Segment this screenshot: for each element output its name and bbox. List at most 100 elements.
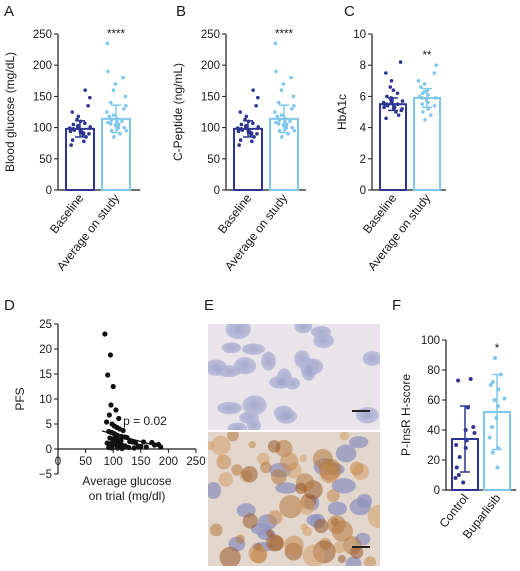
data-point [395,91,400,96]
y-tick-label: 0 [360,185,366,197]
data-point [463,428,468,432]
brown-stain [235,534,245,544]
data-point [111,88,116,92]
panel-letter-c: C [344,3,355,20]
y-tick-label: 0 [214,185,220,197]
brown-stain [299,454,307,463]
data-point [495,446,500,450]
data-point [391,103,396,108]
brown-stain [284,535,304,555]
cell-nucleus [331,478,356,494]
data-point [83,88,87,92]
y-tick-label: 200 [201,60,220,72]
data-point [421,110,425,114]
data-point [284,122,289,127]
brown-stain [298,497,316,515]
data-point [244,114,249,119]
data-point [382,105,386,110]
data-point [116,122,121,127]
data-point [246,119,251,124]
data-point [432,71,437,75]
data-point [122,107,126,111]
data-point [132,439,138,446]
data-point [254,103,258,108]
data-point [105,110,109,114]
data-point [109,445,115,451]
x-axis-label: Average glucose [82,474,172,488]
x-category-label: Average on study [365,191,433,273]
x-tick-label: 150 [131,456,150,468]
data-point [126,444,132,451]
data-point [123,94,128,99]
y-tick-label: 10 [39,394,52,406]
data-point [289,75,293,80]
cell-nucleus [355,407,379,424]
brown-stain [333,541,346,554]
y-tick-label: 200 [33,60,52,72]
brown-stain [209,523,223,537]
data-point [277,128,282,133]
data-point [273,110,277,114]
cell-nucleus [349,436,369,449]
data-point [498,372,503,377]
data-point [284,125,289,130]
data-point [238,138,243,142]
data-point [244,123,248,128]
cell-nucleus [269,375,292,389]
cell-nucleus [217,401,242,415]
x-tick-label: 50 [79,456,92,468]
data-point [106,120,110,125]
data-point [120,427,126,434]
data-point [238,110,243,114]
data-point [88,125,93,129]
data-point [472,431,477,435]
data-point [282,116,287,121]
data-point [67,126,72,131]
data-point [417,94,422,99]
data-point [273,41,278,46]
cell-nucleus [208,359,228,376]
brown-stain [217,454,225,462]
cell-nucleus [313,333,334,349]
data-point [292,128,297,133]
data-point [490,380,495,384]
data-point [292,103,296,108]
data-point [143,444,149,450]
data-point [426,93,430,97]
brown-stain [242,513,258,529]
y-tick-label: 50 [207,154,220,166]
brown-stain [326,489,340,503]
data-point [275,114,280,119]
brown-stain [241,466,258,483]
cell-nucleus [246,418,261,430]
data-point [251,121,255,126]
panel-letter-d: D [4,297,15,314]
data-point [109,118,114,122]
data-point [112,135,116,139]
y-axis-label: HbA1c [335,94,349,130]
brown-stain [279,452,299,471]
y-tick-label: 2 [360,154,366,166]
data-point [281,123,286,127]
data-point [457,455,462,459]
panel-letter-f: F [392,297,401,314]
data-point [384,71,388,75]
data-point [116,125,121,130]
data-point [381,100,386,105]
data-point [131,445,137,451]
brown-stain [320,464,339,484]
data-point [106,69,110,74]
data-point [395,102,400,106]
data-point [239,127,244,131]
x-category-label: Average on study [222,191,290,273]
y-axis-label: P-InsR H-score [399,374,413,456]
data-point [454,465,459,470]
data-point [71,122,76,127]
y-axis-label: Blood glucose (mg/dL) [3,52,17,172]
data-point [249,131,254,136]
data-point [398,60,403,64]
y-tick-label: 150 [33,91,52,103]
y-tick-label: 15 [39,369,52,381]
